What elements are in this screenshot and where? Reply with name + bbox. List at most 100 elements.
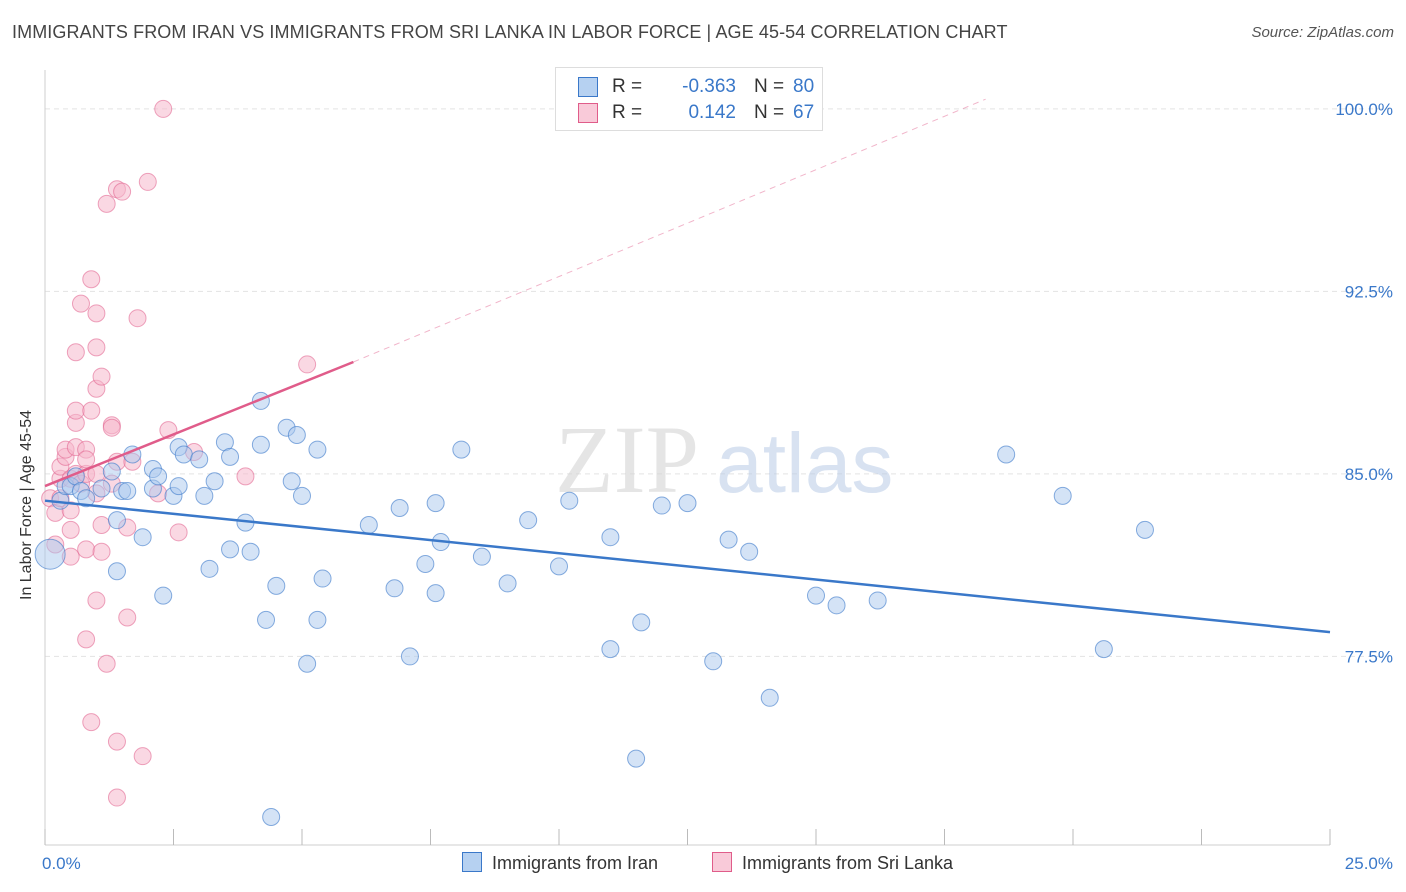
srilanka-point	[236, 467, 255, 486]
chart-title: IMMIGRANTS FROM IRAN VS IMMIGRANTS FROM …	[12, 22, 1008, 42]
y-axis-label-wrap: In Labor Force | Age 45-54	[18, 300, 48, 600]
iran-point	[740, 542, 759, 561]
iran-point	[807, 586, 825, 605]
bottom-legend-iran: Immigrants from Iran	[462, 852, 658, 874]
watermark-atlas: atlas	[716, 416, 893, 510]
srilanka-point	[87, 304, 106, 323]
iran-point	[1094, 640, 1113, 659]
iran-point	[390, 498, 409, 517]
srilanka-point	[82, 270, 101, 289]
tick-labels: 77.5% 85.0% 92.5% 100.0% 0.0% 25.0%	[42, 100, 1393, 873]
watermark: ZIP atlas	[555, 406, 893, 513]
iran-point	[308, 440, 327, 459]
iran-point	[601, 640, 620, 659]
srilanka-point	[92, 367, 111, 386]
iran-point	[400, 647, 419, 666]
iran-point	[308, 610, 327, 629]
srilanka-point	[61, 520, 80, 539]
iran-point	[426, 494, 445, 513]
iran-point	[92, 479, 111, 498]
srilanka-point	[133, 747, 152, 766]
iran-point	[601, 528, 620, 547]
iran-point	[550, 557, 568, 576]
iran-point	[385, 579, 404, 598]
iran-point	[241, 542, 260, 561]
watermark-zip: ZIP	[555, 406, 699, 513]
iran-point	[519, 511, 538, 530]
axes	[44, 70, 1331, 846]
srilanka-point	[107, 732, 126, 751]
trend-lines	[44, 98, 1331, 634]
iran-point	[678, 494, 697, 513]
srilanka-point	[107, 788, 126, 807]
srilanka-point	[102, 418, 121, 437]
iran-point	[190, 450, 209, 469]
legend-swatch-iran	[578, 77, 598, 97]
iran-point	[133, 528, 152, 547]
iran-point	[251, 435, 270, 454]
iran-point	[107, 562, 126, 581]
srilanka-point	[113, 182, 132, 201]
srilanka-point	[87, 591, 106, 610]
iran-point	[416, 554, 435, 573]
srilanka-point	[169, 523, 188, 542]
srilanka-point	[298, 355, 317, 374]
iran-point	[426, 584, 445, 603]
srilanka-point	[97, 194, 116, 213]
iran-point	[627, 749, 646, 768]
iran-point	[262, 808, 281, 827]
legend-n-value-srilanka: 67	[793, 102, 815, 123]
iran-point	[1135, 520, 1154, 539]
srilanka-point	[77, 450, 96, 469]
iran-point	[997, 445, 1016, 464]
x-tick-label-0: 0.0%	[42, 854, 81, 873]
iran-point	[868, 591, 887, 610]
iran-point	[174, 445, 193, 464]
iran-point	[498, 574, 517, 593]
srilanka-point	[82, 713, 101, 732]
legend-r-label: R =	[612, 102, 643, 123]
srilanka-point	[66, 343, 85, 362]
legend-n-value-iran: 80	[793, 76, 815, 97]
iran-point	[472, 547, 491, 566]
iran-point	[221, 447, 240, 466]
iran-point	[102, 462, 121, 481]
y-tick-label-1: 85.0%	[1345, 465, 1393, 484]
srilanka-point	[66, 401, 85, 420]
iran-point	[293, 486, 311, 505]
source-label: Source: ZipAtlas.com	[1251, 24, 1394, 41]
srilanka-point	[138, 172, 157, 191]
srilanka-point	[92, 542, 111, 561]
legend-n-label: N =	[754, 102, 785, 123]
iran-point	[107, 511, 126, 530]
iran-point	[169, 477, 188, 496]
bottom-legend-swatch-srilanka	[712, 852, 732, 872]
legend-r-label: R =	[612, 76, 643, 97]
iran-point	[652, 496, 671, 515]
gridlines	[45, 108, 1390, 657]
srilanka-point	[92, 516, 111, 535]
bottom-legend-srilanka: Immigrants from Sri Lanka	[712, 852, 953, 874]
iran-point	[205, 472, 224, 491]
correlation-legend: R = -0.363 N = 80 R = 0.142 N = 67	[555, 67, 823, 131]
iran-point	[632, 613, 651, 632]
srilanka-point	[71, 294, 90, 313]
legend-n-label: N =	[754, 76, 785, 97]
srilanka-point	[154, 99, 173, 118]
srilanka-point	[87, 338, 106, 357]
y-tick-label-3: 100.0%	[1335, 100, 1393, 119]
x-tick-label-1: 25.0%	[1345, 854, 1393, 873]
iran-point	[149, 467, 168, 486]
iran-point	[257, 610, 276, 629]
bottom-legend-label-iran: Immigrants from Iran	[492, 853, 659, 873]
iran-point	[200, 559, 219, 578]
iran-point	[760, 688, 779, 707]
iran-point	[267, 576, 286, 595]
srilanka-point	[77, 630, 96, 649]
y-axis-label: In Labor Force | Age 45-54	[18, 409, 35, 600]
iran-trend-line	[44, 499, 1331, 634]
iran-point	[221, 540, 240, 559]
srilanka-point	[118, 608, 137, 627]
srilanka-trend-extension	[353, 98, 986, 363]
iran-point	[77, 489, 96, 508]
